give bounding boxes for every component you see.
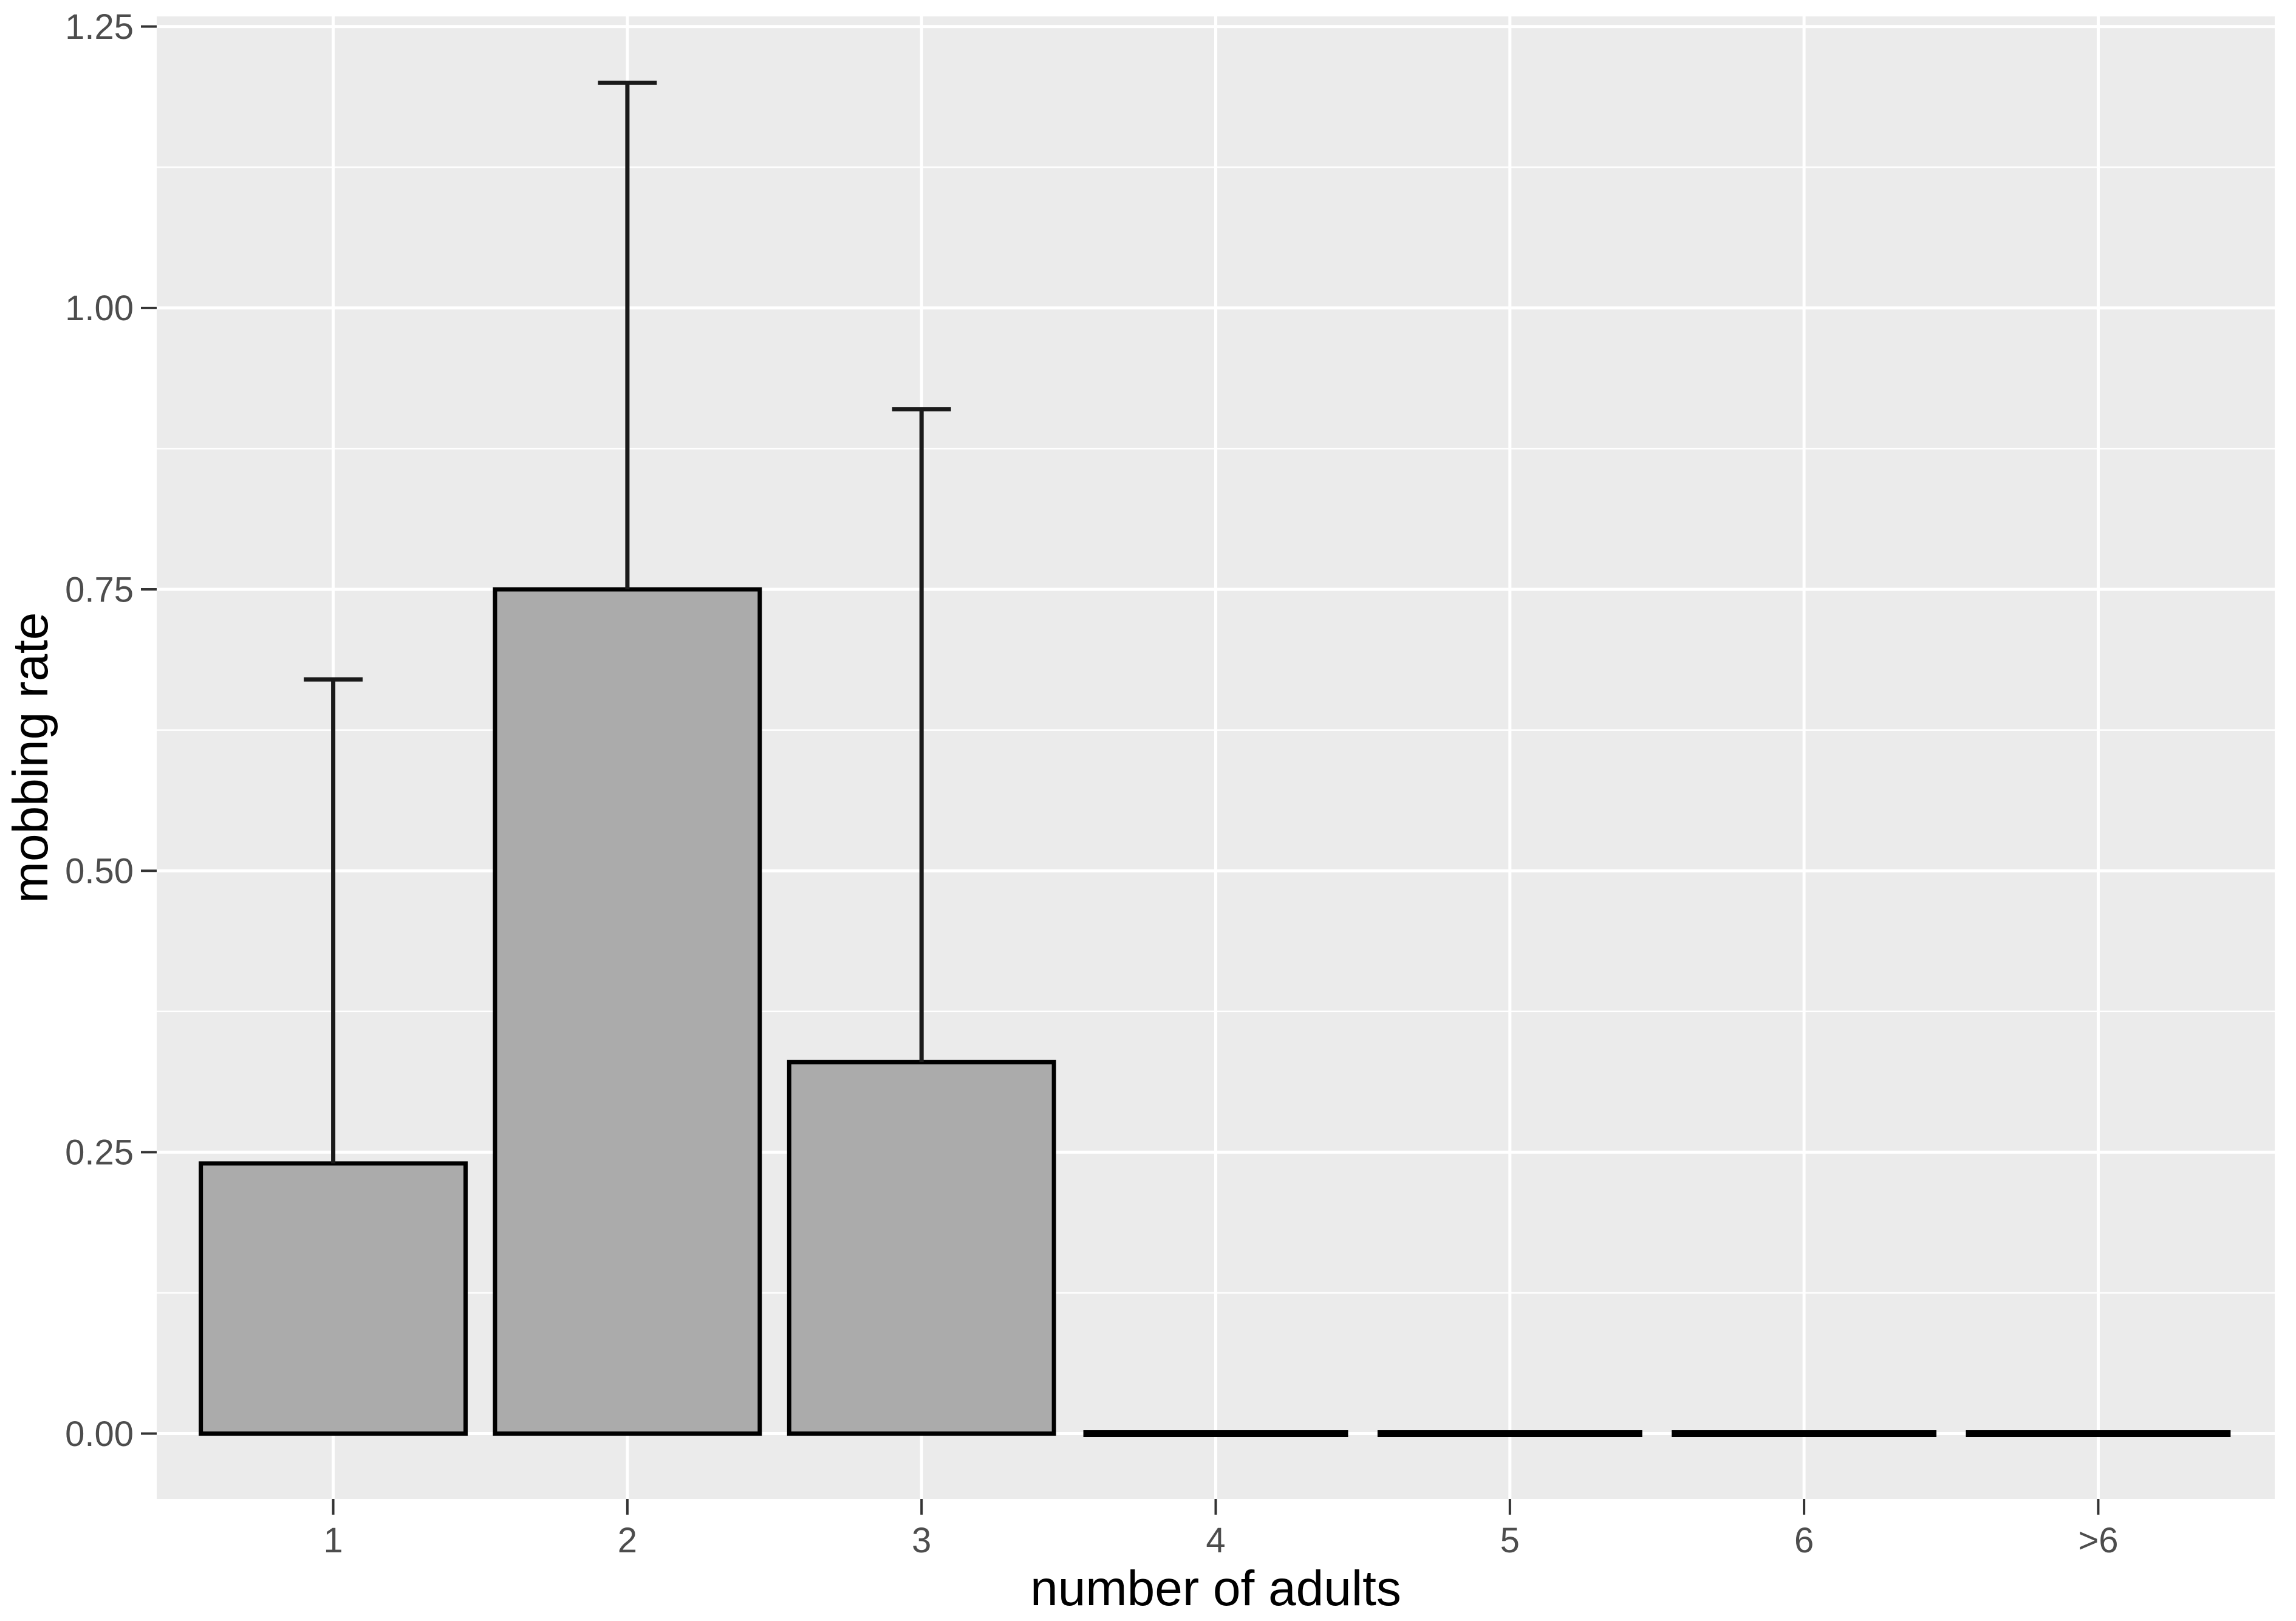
y-tick-label: 0.75 xyxy=(65,570,134,609)
y-tick-label: 1.25 xyxy=(65,7,134,47)
x-tick-label: 4 xyxy=(1206,1521,1225,1560)
x-tick-label: 6 xyxy=(1794,1521,1814,1560)
y-tick-label: 0.25 xyxy=(65,1133,134,1173)
x-tick-label: 1 xyxy=(323,1521,343,1560)
y-tick-label: 0.50 xyxy=(65,851,134,891)
x-tick-label: >6 xyxy=(2078,1521,2118,1560)
x-tick-label: 3 xyxy=(912,1521,931,1560)
x-axis-title: number of adults xyxy=(1030,1561,1401,1616)
y-tick-label: 0.00 xyxy=(65,1414,134,1454)
x-tick-label: 2 xyxy=(618,1521,637,1560)
bar-2 xyxy=(493,587,762,1436)
x-tick-label: 5 xyxy=(1500,1521,1520,1560)
y-tick-label: 1.00 xyxy=(65,289,134,328)
bar-1 xyxy=(199,1161,468,1436)
y-axis-title: mobbing rate xyxy=(3,612,58,903)
bar-3 xyxy=(787,1060,1056,1436)
